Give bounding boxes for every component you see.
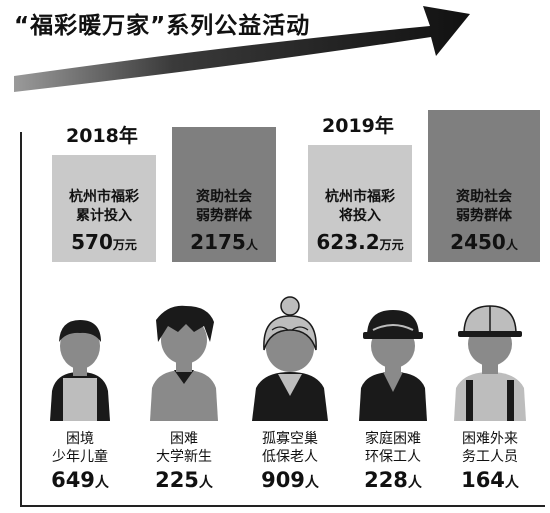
- group-count-unit: 人: [504, 475, 519, 491]
- group-count: 164人: [435, 468, 545, 492]
- group-count-number: 228: [364, 468, 408, 492]
- year-label-1: 2019年: [322, 115, 394, 137]
- group-label-line2: 少年儿童: [52, 449, 108, 465]
- bar-value-unit: 万元: [379, 238, 404, 252]
- group-label: 家庭困难 环保工人: [338, 430, 448, 466]
- bar-value-label: 623.2万元: [308, 230, 412, 254]
- x-axis-line: [20, 505, 545, 507]
- child-icon: [30, 296, 130, 425]
- group-label-line1: 困难外来: [462, 431, 518, 447]
- bar-label-line2: 弱势群体: [456, 208, 512, 224]
- growth-arrow-icon: [14, 6, 470, 92]
- bar-label-line2: 弱势群体: [196, 207, 252, 224]
- group-label-line2: 环保工人: [365, 449, 421, 465]
- group-count: 228人: [338, 468, 448, 492]
- group-count-number: 649: [51, 468, 95, 492]
- bar-value-number: 570: [71, 229, 113, 254]
- bar-value-unit: 万元: [112, 237, 137, 252]
- sanitation-worker-icon: [343, 296, 443, 425]
- student-icon: [134, 296, 234, 425]
- group-count: 649人: [25, 468, 135, 492]
- group-label-line2: 低保老人: [262, 449, 318, 465]
- bar-value-label: 2175人: [172, 230, 276, 254]
- group-label: 困难 大学新生: [129, 430, 239, 466]
- bar-label-line1: 资助社会: [456, 189, 512, 205]
- elderly-icon: [240, 296, 340, 425]
- group-count-number: 164: [461, 468, 505, 492]
- bar-3: 资助社会弱势群体 2450人: [428, 110, 540, 262]
- group-count-number: 909: [261, 468, 305, 492]
- bar-0: 杭州市福彩累计投入 570万元: [52, 154, 156, 262]
- bar-label-line2: 将投入: [339, 208, 381, 224]
- bar-value-label: 2450人: [428, 230, 540, 254]
- group-count-unit: 人: [94, 475, 109, 491]
- y-axis-line: [20, 132, 22, 507]
- bar-value-number: 2450: [450, 230, 506, 254]
- group-count-unit: 人: [304, 475, 319, 491]
- bar-value-unit: 人: [245, 237, 258, 252]
- year-label-0: 2018年: [66, 124, 138, 147]
- bar-label-line1: 杭州市福彩: [325, 189, 395, 205]
- bar-value-unit: 人: [505, 238, 518, 252]
- group-label: 困难外来 务工人员: [435, 430, 545, 466]
- group-label-line2: 大学新生: [156, 449, 212, 465]
- bar-2: 杭州市福彩将投入 623.2万元: [308, 145, 412, 262]
- group-label: 困境 少年儿童: [25, 430, 135, 466]
- group-label: 孤寡空巢 低保老人: [235, 430, 345, 466]
- bar-value-number: 2175: [190, 229, 246, 254]
- chart-title: “福彩暖万家”系列公益活动: [14, 13, 311, 39]
- group-count: 225人: [129, 468, 239, 492]
- group-count-unit: 人: [198, 475, 213, 491]
- bar-label-line2: 累计投入: [76, 207, 132, 224]
- bar-1: 资助社会弱势群体 2175人: [172, 127, 276, 262]
- group-label-line2: 务工人员: [462, 449, 518, 465]
- group-label-line1: 孤寡空巢: [262, 431, 318, 447]
- group-count-unit: 人: [407, 475, 422, 491]
- bar-label-line1: 杭州市福彩: [69, 188, 139, 205]
- migrant-worker-icon: [440, 296, 540, 425]
- group-count: 909人: [235, 468, 345, 492]
- group-count-number: 225: [155, 468, 199, 492]
- bar-value-number: 623.2: [316, 230, 380, 254]
- group-label-line1: 困难: [170, 431, 198, 447]
- bar-label-line1: 资助社会: [196, 188, 252, 205]
- group-label-line1: 家庭困难: [365, 431, 421, 447]
- bar-value-label: 570万元: [52, 230, 156, 254]
- group-label-line1: 困境: [66, 431, 94, 447]
